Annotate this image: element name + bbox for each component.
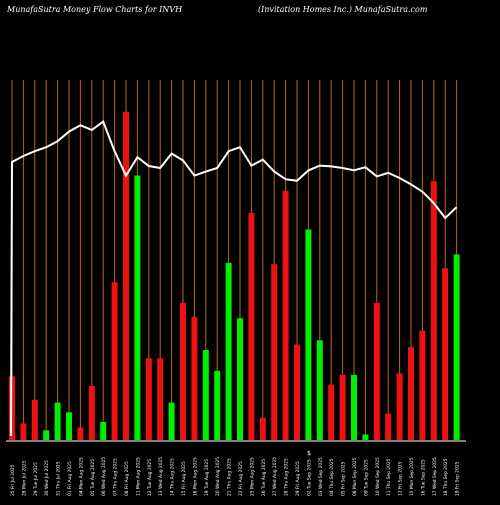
x-tick-label: 11 Thu Sep 2025	[386, 458, 392, 496]
x-tick-label: 01 Fri Aug 2025	[67, 461, 73, 496]
x-tick-label: 15 Mon Sep 2025	[409, 457, 415, 496]
x-tick-label: 20 Wed Aug 2025	[215, 457, 221, 496]
money-flow-bar-up	[100, 422, 107, 440]
x-tick-label: 10 Wed Sep 2025	[375, 457, 381, 496]
x-tick-label: 29 Fri Aug 2025	[295, 461, 301, 496]
x-tick-label: 26 Tue Aug 2025	[261, 459, 267, 496]
x-tick-label: 19 Fri Sep 2025	[455, 461, 461, 496]
x-tick-label: 02 Tue Sep 2025	[306, 459, 312, 496]
x-tick-label: 19 Tue Aug 2025	[204, 459, 210, 496]
money-flow-bar-down	[180, 302, 186, 440]
chart-title-right: (Invitation Homes Inc.) MunafaSutra.com	[258, 5, 428, 14]
money-flow-bar-down	[442, 268, 449, 440]
x-axis-symbol: $	[307, 450, 311, 457]
x-tick-label: 18 Mon Aug 2025	[192, 457, 198, 496]
money-flow-bar-down	[20, 423, 27, 440]
x-tick-label: 18 Thu Sep 2025	[443, 458, 449, 496]
money-flow-bar-down	[123, 111, 129, 441]
money-flow-bar-up	[316, 340, 323, 440]
x-tick-label: 08 Mon Sep 2025	[352, 457, 358, 496]
money-flow-bar-down	[373, 302, 380, 440]
gridlines	[11, 80, 458, 440]
money-flow-bar-down	[408, 347, 414, 440]
money-flow-bar-down	[328, 384, 335, 440]
x-tick-label: 25 Fri Jul 2025	[10, 464, 16, 496]
x-tick-label: 11 Mon Aug 2025	[135, 457, 141, 496]
x-tick-label: 08 Fri Aug 2025	[124, 461, 130, 496]
money-flow-bar-up	[305, 229, 312, 440]
money-flow-bar-down	[294, 344, 300, 440]
x-tick-label: 09 Tue Sep 2025	[363, 459, 369, 496]
x-tick-label: 22 Fri Aug 2025	[238, 461, 244, 496]
money-flow-bar-up	[66, 412, 72, 440]
money-flow-bar-down	[145, 358, 152, 440]
money-flow-bar-up	[134, 175, 141, 440]
money-flow-bar-up	[453, 254, 460, 440]
x-tick-label: 21 Thu Aug 2025	[227, 458, 233, 496]
money-flow-bar-up	[43, 430, 50, 440]
x-tick-label: 31 Thu Jul 2025	[56, 461, 62, 496]
money-flow-bar-down	[88, 386, 95, 440]
x-tick-label: 28 Thu Aug 2025	[284, 458, 290, 496]
money-flow-bar-down	[248, 212, 255, 440]
x-tick-label: 28 Mon Jul 2025	[21, 460, 27, 496]
x-tick-label: 06 Wed Aug 2025	[101, 457, 107, 496]
x-tick-label: 04 Thu Sep 2025	[329, 458, 335, 496]
money-flow-bar-up	[54, 402, 61, 440]
money-flow-bar-down	[430, 181, 437, 440]
x-tick-label: 05 Tue Aug 2025	[90, 459, 96, 496]
money-flow-bar-down	[111, 282, 118, 440]
x-axis: $	[6, 440, 466, 457]
money-flow-bar-down	[396, 373, 403, 440]
x-tick-labels: 25 Fri Jul 2025 28 Mon Jul 2025 29 Tue Jul…	[10, 457, 461, 496]
money-flow-bar-up	[225, 262, 232, 440]
x-tick-label: 15 Fri Aug 2025	[181, 461, 187, 496]
x-tick-label: 17 Wed Sep 2025	[432, 457, 438, 496]
money-flow-bar-down	[77, 427, 84, 440]
x-tick-label: 25 Mon Aug 2025	[249, 457, 255, 496]
x-tick-label: 16 Tue Sep 2025	[420, 459, 426, 496]
price-line	[10, 120, 458, 437]
x-tick-label: 30 Wed Jul 2025	[44, 460, 50, 496]
chart-title-left: MunafaSutra Money Flow Charts for INVH	[7, 5, 183, 14]
x-tick-label: 12 Fri Sep 2025	[398, 461, 404, 496]
money-flow-bar-up	[214, 370, 221, 440]
money-flow-bar-up	[351, 374, 357, 440]
x-tick-label: 12 Tue Aug 2025	[147, 459, 153, 496]
x-tick-label: 27 Wed Aug 2025	[272, 457, 278, 496]
x-tick-label: 04 Mon Aug 2025	[78, 457, 84, 496]
money-flow-bar-down	[282, 190, 289, 440]
money-flow-bar-down	[191, 316, 198, 440]
x-tick-label: 29 Tue Jul 2025	[33, 462, 39, 496]
money-flow-bar-up	[202, 350, 209, 440]
money-flow-bar-up	[362, 434, 369, 440]
x-tick-label: 14 Thu Aug 2025	[170, 458, 176, 496]
x-tick-label: 07 Thu Aug 2025	[113, 458, 119, 496]
money-flow-bar-down	[157, 358, 164, 440]
x-tick-label: 03 Wed Sep 2025	[318, 457, 324, 496]
money-flow-bar-up	[168, 402, 175, 440]
money-flow-bar-down	[339, 374, 346, 440]
money-flow-bar-down	[31, 399, 38, 440]
x-tick-label: 05 Fri Sep 2025	[341, 461, 347, 496]
money-flow-bar-up	[237, 318, 243, 440]
money-flow-bar-down	[271, 264, 278, 440]
price-line-layer	[10, 120, 458, 437]
money-flow-bar-down	[259, 417, 266, 440]
money-flow-bar-down	[385, 413, 392, 440]
money-flow-bars	[9, 111, 460, 441]
x-tick-label: 13 Wed Aug 2025	[158, 457, 164, 496]
money-flow-bar-down	[419, 330, 426, 440]
